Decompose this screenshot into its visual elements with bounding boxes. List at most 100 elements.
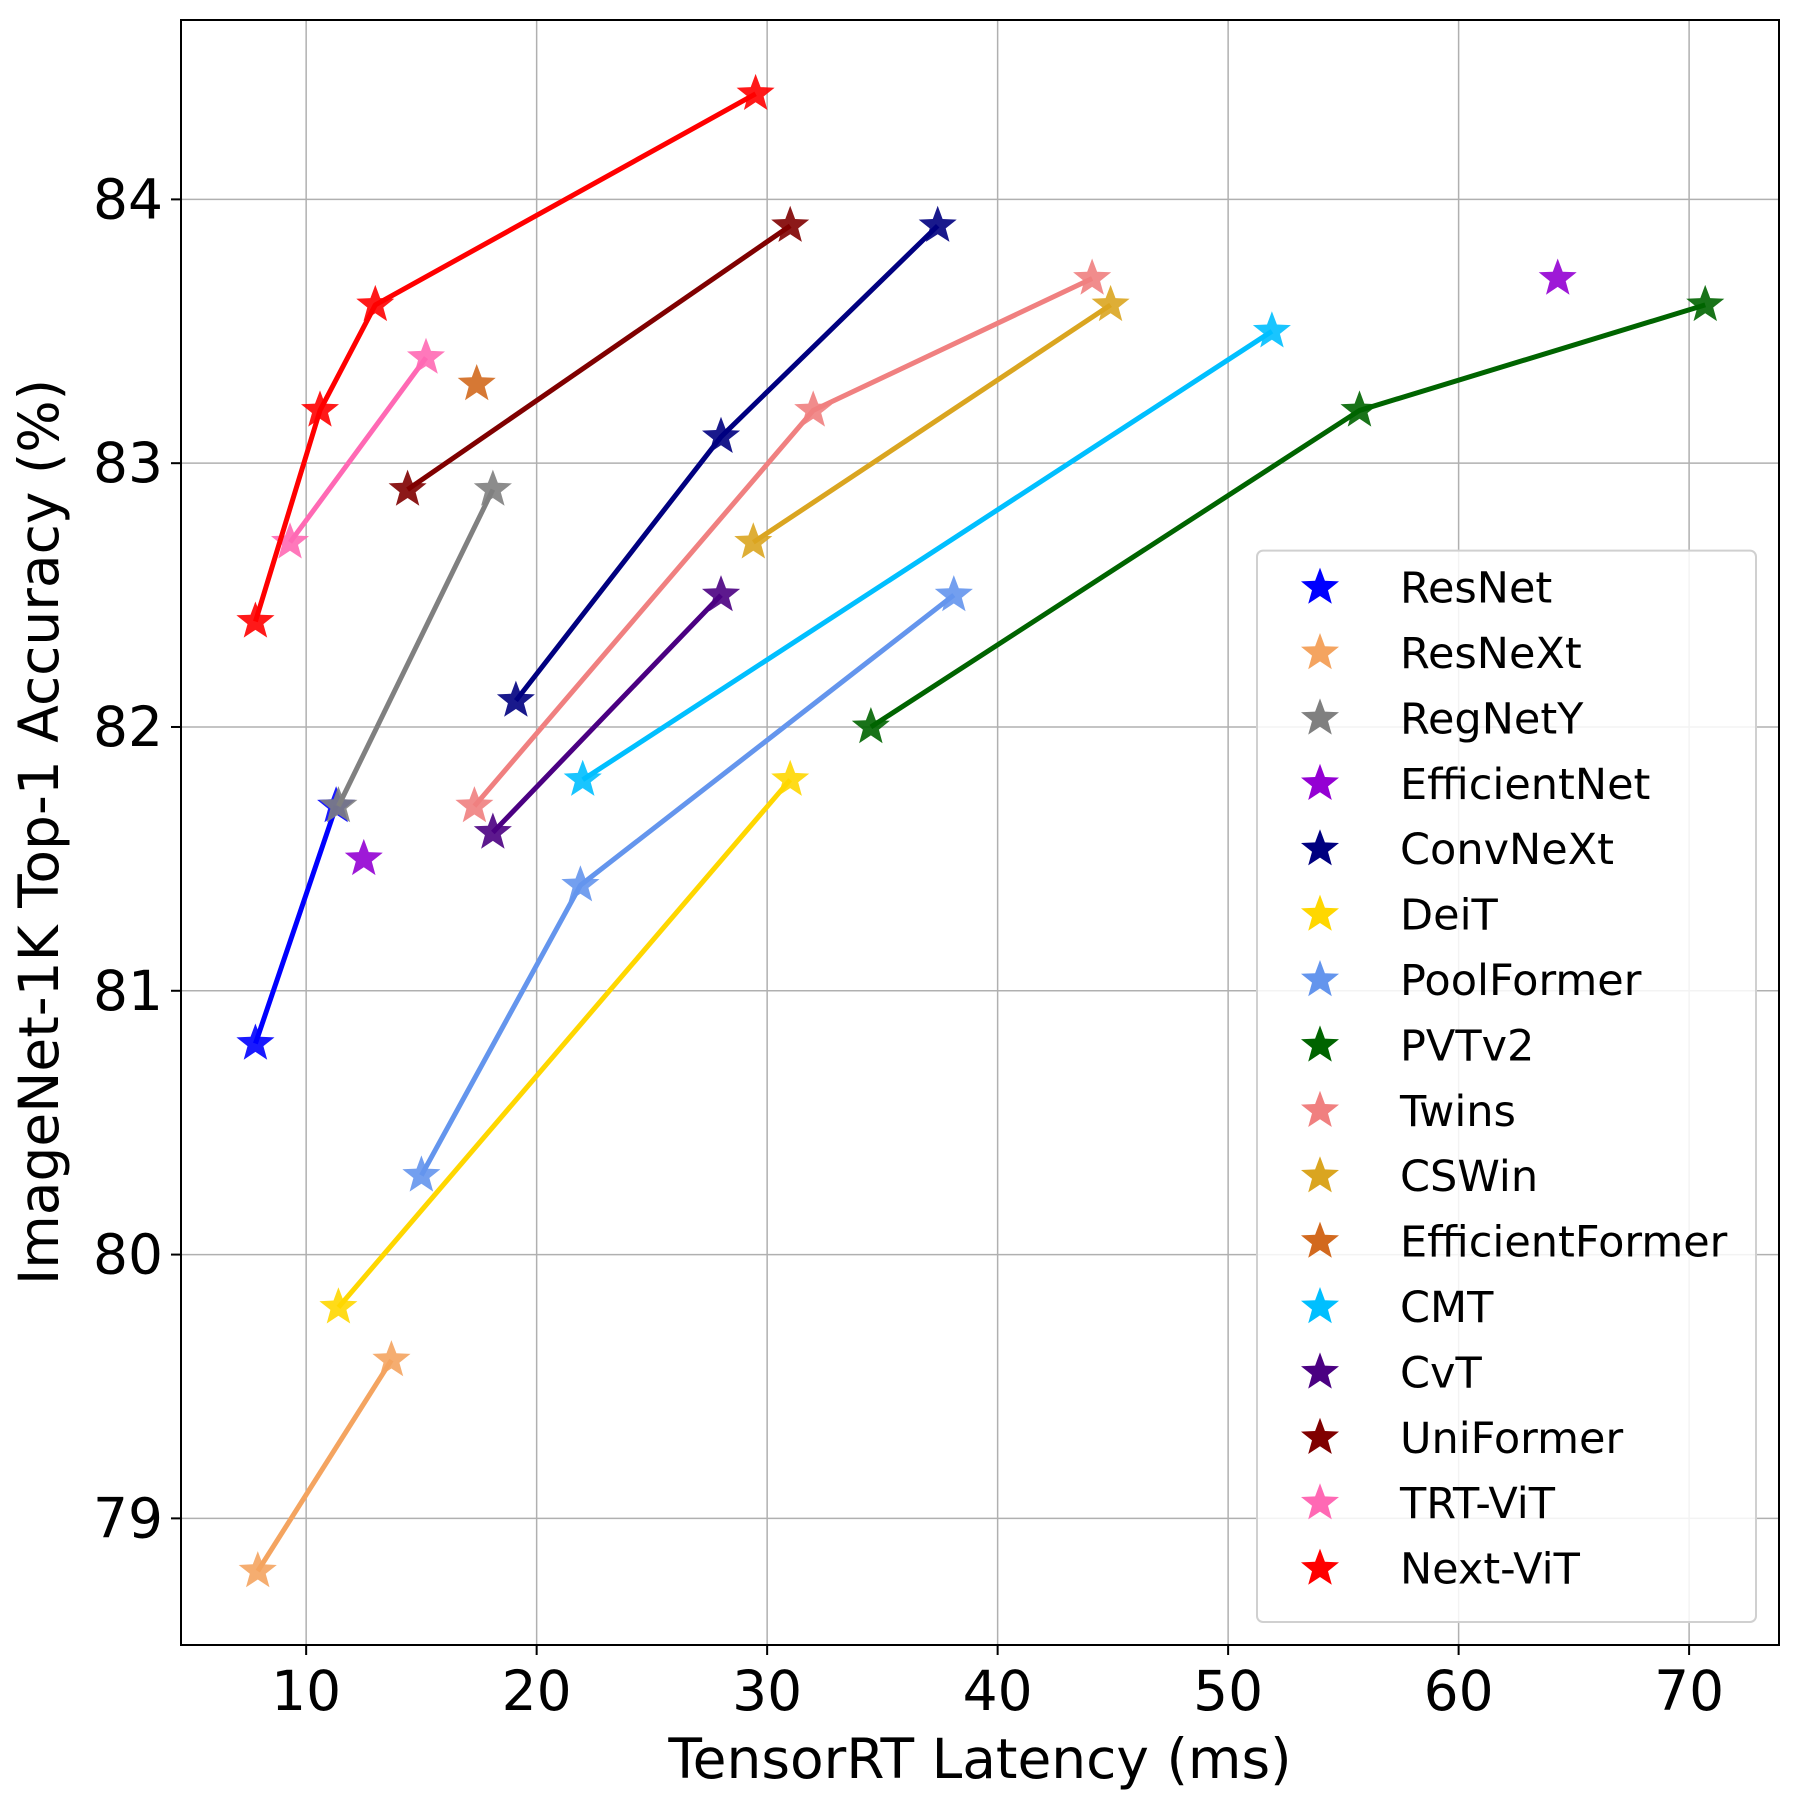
x-tick-label: 10 (271, 1659, 341, 1723)
series-line (406, 223, 792, 492)
legend-label: CSWin (1400, 1152, 1538, 1202)
data-point (918, 205, 957, 242)
data-point (407, 337, 445, 374)
legend-marker (1301, 1483, 1339, 1520)
legend-marker (1301, 960, 1339, 997)
series-line (336, 488, 496, 808)
data-point (271, 522, 309, 559)
legend-label: ResNeXt (1400, 629, 1582, 679)
data-point (794, 390, 833, 427)
legend-label: DeiT (1400, 891, 1499, 941)
legend-label: PVTv2 (1400, 1021, 1534, 1071)
data-point (1686, 284, 1725, 322)
legend-label: TRT-ViT (1399, 1479, 1556, 1529)
series-line (491, 593, 723, 835)
data-point (563, 759, 602, 796)
data-point (771, 759, 810, 796)
y-tick-label: 79 (93, 1486, 163, 1550)
y-tick-label: 83 (93, 431, 163, 495)
data-point (319, 786, 358, 823)
legend-marker (1301, 1156, 1339, 1193)
legend-marker (1301, 829, 1339, 866)
series-line (581, 329, 1274, 782)
legend-marker (1301, 763, 1339, 800)
data-point (372, 1340, 411, 1377)
legend-marker (1301, 1221, 1339, 1258)
legend-marker (1301, 1548, 1339, 1585)
data-point (1091, 284, 1130, 322)
x-axis-label: TensorRT Latency (ms) (667, 1727, 1291, 1791)
data-point (473, 812, 512, 849)
series-line (253, 805, 339, 1045)
legend-marker (1301, 1352, 1339, 1389)
legend-marker (1301, 698, 1339, 735)
legend: ResNet ResNeXt RegNetY EfficientNet ConvNeXt… (1256, 549, 1757, 1623)
legend-label: CvT (1400, 1348, 1482, 1398)
legend-label: Twins (1399, 1087, 1516, 1137)
data-point (736, 73, 775, 110)
series-line (419, 593, 956, 1177)
data-point (356, 284, 395, 322)
series-line (336, 778, 793, 1309)
axes-frame (180, 19, 1780, 1646)
legend-label: EfficientNet (1400, 760, 1650, 810)
data-point (561, 865, 600, 902)
legend-marker (1301, 1025, 1339, 1062)
data-point (236, 1023, 275, 1060)
legend-label: Next-ViT (1400, 1545, 1581, 1595)
data-point (702, 575, 741, 612)
data-point (851, 707, 890, 744)
x-tick-label: 60 (1424, 1659, 1494, 1723)
y-tick-label: 81 (93, 959, 163, 1023)
legend-label: PoolFormer (1400, 956, 1642, 1006)
data-point (702, 416, 741, 453)
y-axis-label: ImageNet-1K Top-1 Accuracy (%) (7, 379, 71, 1285)
legend-label: UniFormer (1400, 1414, 1623, 1464)
data-point (473, 469, 512, 506)
x-tick-label: 40 (963, 1659, 1033, 1723)
data-point (1252, 311, 1291, 348)
data-point (734, 522, 773, 559)
data-point (388, 469, 427, 506)
data-point (934, 575, 973, 612)
x-tick-label: 30 (732, 1659, 802, 1723)
x-tick-label: 70 (1654, 1659, 1724, 1723)
ticks: 10 20 30 40 50 60 70 79 80 81 82 83 84 (93, 167, 1724, 1723)
legend-box (1256, 549, 1757, 1623)
legend-marker (1301, 633, 1339, 670)
data-point (771, 205, 810, 242)
data-point (344, 838, 383, 876)
legend-label: ConvNeXt (1400, 825, 1614, 875)
data-point (238, 1551, 277, 1588)
y-tick-label: 82 (93, 695, 163, 759)
legend-label: ResNet (1400, 564, 1552, 614)
data-point (236, 601, 275, 638)
data-point (455, 786, 494, 823)
legend-marker (1301, 1090, 1339, 1127)
legend-marker (1301, 567, 1339, 604)
data-point (301, 390, 339, 427)
y-tick-label: 84 (93, 167, 163, 231)
data-point (1538, 258, 1577, 295)
data-point (457, 364, 496, 401)
series-line (255, 1358, 394, 1573)
series-line (253, 91, 757, 623)
data-point (1073, 258, 1112, 295)
legend-marker (1301, 1287, 1339, 1324)
x-tick-label: 20 (502, 1659, 572, 1723)
data-point (319, 1287, 358, 1324)
legend-label: EfficientFormer (1400, 1218, 1728, 1268)
legend-label: RegNetY (1400, 694, 1584, 744)
series-line (751, 302, 1112, 545)
plot-area (236, 73, 1725, 1588)
legend-label: CMT (1400, 1283, 1494, 1333)
legend-marker (1301, 1417, 1339, 1454)
data-point (496, 680, 535, 717)
x-tick-label: 50 (1193, 1659, 1263, 1723)
data-point (402, 1155, 441, 1192)
series-line (288, 356, 429, 544)
y-tick-label: 80 (93, 1223, 163, 1287)
data-point (1340, 390, 1379, 427)
